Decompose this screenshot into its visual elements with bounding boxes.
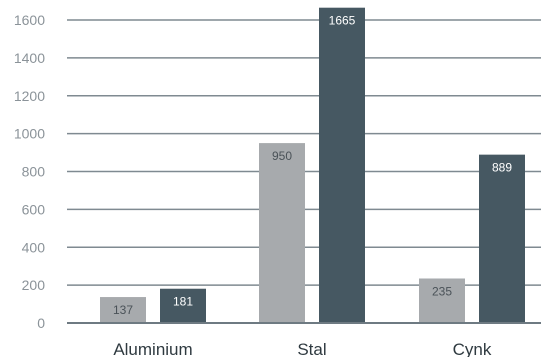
data-label-aluminium-series-2: 181 [173, 295, 193, 309]
x-tick-label-aluminium: Aluminium [113, 340, 192, 357]
y-tick-label-600: 600 [22, 201, 46, 217]
data-label-cynk-series-1: 235 [432, 284, 452, 298]
data-label-stal-series-1: 950 [272, 149, 292, 163]
y-tick-label-200: 200 [22, 277, 46, 293]
bar-stal-series-2 [319, 7, 365, 324]
bar-stal-series-1 [259, 143, 305, 323]
y-tick-label-1600: 1600 [14, 12, 45, 28]
bar-cynk-series-2 [479, 154, 525, 323]
x-axis-ticks: Aluminium Stal Cynk [113, 340, 492, 357]
bar-aluminium-series-2 [160, 288, 206, 323]
bar-cynk-series-1 [419, 278, 465, 323]
y-axis-ticks: 0 200 400 600 800 1000 1200 1400 1600 [14, 12, 45, 331]
y-tick-label-800: 800 [22, 164, 46, 180]
y-tick-label-1000: 1000 [14, 126, 45, 142]
x-tick-label-cynk: Cynk [453, 340, 492, 357]
data-labels: 137 181 950 1665 235 889 [113, 14, 512, 317]
y-tick-label-0: 0 [37, 315, 45, 331]
x-tick-label-stal: Stal [297, 340, 326, 357]
data-label-stal-series-2: 1665 [329, 14, 356, 28]
data-label-aluminium-series-1: 137 [113, 303, 133, 317]
data-label-cynk-series-2: 889 [492, 161, 512, 175]
bars [100, 7, 525, 324]
y-tick-label-1200: 1200 [14, 88, 45, 104]
y-tick-label-1400: 1400 [14, 50, 45, 66]
bar-aluminium-series-1 [100, 297, 146, 323]
y-tick-label-400: 400 [22, 239, 46, 255]
